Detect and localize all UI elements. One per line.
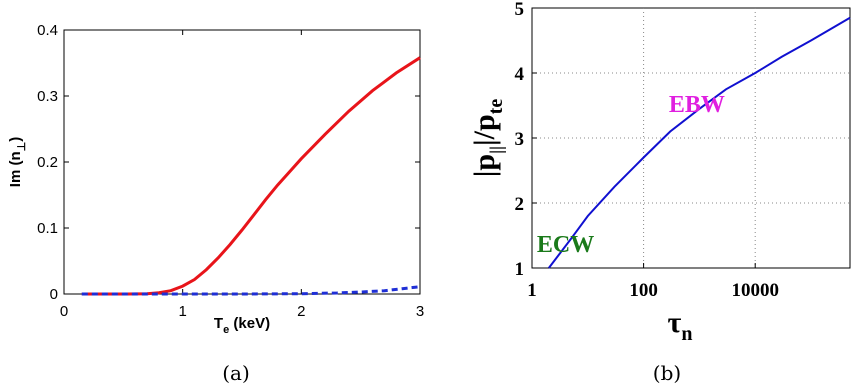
plot-area-b [532, 8, 850, 268]
y-tick-label-a: 0.4 [37, 22, 58, 39]
panel-a: 0 1 2 3 0 0.1 0.2 0.3 0.4 Te (keV) Im (n⊥) (a) [7, 22, 424, 385]
y-axis-label-b: |p|||/pte [468, 99, 507, 178]
x-tick-label-a: 3 [416, 303, 424, 320]
x-tick-label-a: 0 [60, 303, 68, 320]
y-tick-label-a: 0.1 [37, 220, 58, 237]
x-axis-label-a: Te (keV) [214, 315, 270, 336]
x-tick-label-b: 1 [527, 280, 537, 301]
annotation-ecw: ECW [537, 232, 594, 258]
y-tick-label-b: 1 [515, 259, 525, 280]
x-tick-label-b: 10000 [731, 280, 779, 301]
caption-a: (a) [222, 361, 250, 385]
y-tick-label-a: 0 [50, 286, 58, 303]
y-tick-label-b: 5 [515, 0, 525, 20]
caption-b: (b) [653, 361, 681, 385]
y-axis-label-a: Im (n⊥) [7, 137, 28, 187]
y-tick-label-b: 4 [515, 64, 525, 85]
y-tick-label-a: 0.2 [37, 154, 58, 171]
plot-area-a [64, 30, 420, 294]
panel-b: 1 100 10000 1 2 3 4 5 EBW ECW τn |p|||/pte (b) [468, 0, 850, 385]
x-tick-label-a: 2 [297, 303, 305, 320]
y-tick-label-b: 2 [515, 194, 525, 215]
y-tick-label-a: 0.3 [37, 88, 58, 105]
x-axis-label-b: τn [668, 306, 693, 345]
y-tick-label-b: 3 [515, 129, 525, 150]
annotation-ebw: EBW [669, 92, 725, 118]
x-tick-label-b: 100 [629, 280, 658, 301]
x-tick-label-a: 1 [178, 303, 186, 320]
